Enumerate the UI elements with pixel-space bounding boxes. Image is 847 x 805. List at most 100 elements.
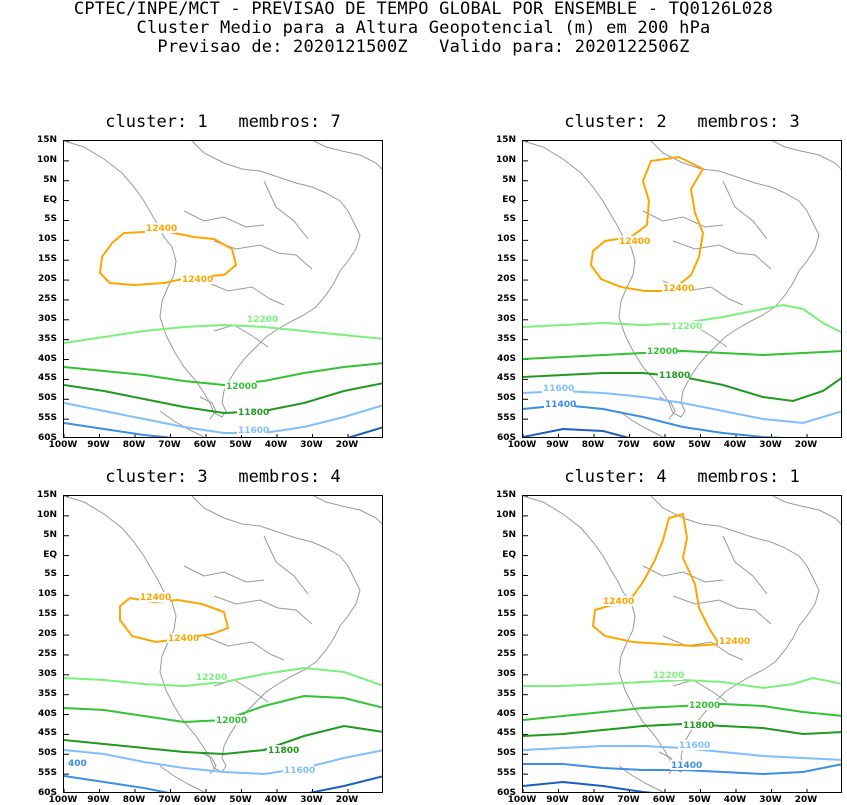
contour-label: 12200 [196,673,227,683]
contour-11600 [64,749,382,776]
y-tick-label: 45S [37,373,57,384]
y-tick-label: 20S [496,629,516,640]
y-tick-label: 55S [37,413,57,424]
panel-title: cluster: 3 membros: 4 [105,467,341,487]
contour-label-bg [542,383,573,393]
y-tick-label: 5S [44,214,57,225]
y-tick-label: 35S [496,333,516,344]
contour-11800 [64,382,382,415]
y-tick-label: 45S [37,728,57,739]
contour-label-bg [670,760,701,770]
x-tick-label: 30W [759,440,782,450]
map-panel-cluster-3: cluster: 3 membros: 4 15N 10N 5N EQ 5S 10S 15S 2… [37,467,383,805]
x-tick-label: 100W [48,440,78,450]
y-tick-label: 25S [496,293,516,304]
map-panel-cluster-2: cluster: 2 membros: 3 15N 10N 5N EQ 5S 10S 15S 2… [496,112,842,450]
y-tick-label: 5S [44,569,57,580]
coastline [772,496,841,525]
map-area: 12400 12400 12200 12000 11800 11600 11400 [522,495,842,793]
y-tick-label: 15S [37,254,57,265]
contour-label: 11800 [268,746,299,756]
y-tick-label: 55S [37,768,57,779]
coastline [159,410,205,437]
contour-label: 12400 [663,284,694,294]
y-tick-label: 35S [496,688,516,699]
y-tick-label: 40S [37,353,57,364]
y-tick-label: 10S [496,234,516,245]
coastline [672,240,772,270]
contour-label: 12400 [146,224,177,234]
y-tick-label: 35S [37,688,57,699]
coastline [263,180,309,240]
contour-label: 12400 [182,275,213,285]
y-tick-label: 45S [496,373,516,384]
y-tick-label: EQ [43,194,57,205]
contour-12400 [98,229,238,287]
coastline [618,765,664,792]
y-tick-label: 5N [502,174,516,185]
contour-11400 [64,775,170,792]
contour-12200 [64,323,382,344]
contour-label-bg [662,283,693,293]
map-panel-cluster-1: cluster: 1 membros: 7 15N 10N 5N EQ 5S 10S 15S 2… [37,112,383,450]
coastline [772,141,841,170]
contour-11400 [64,422,175,437]
contour-12200 [523,676,841,690]
y-tick-label: 25S [37,648,57,659]
contour-label: 12400 [140,593,171,603]
y-tick-label: 20S [496,274,516,285]
contour-label: 12200 [247,315,278,325]
y-tick-label: 30S [496,668,516,679]
figure-header: CPTEC/INPE/MCT - PREVISAO DE TEMPO GLOBA… [0,0,847,57]
y-tick-label: 40S [37,708,57,719]
coastline [313,496,382,525]
panel-title: cluster: 1 membros: 7 [105,112,341,132]
contour-label-bg [167,633,198,643]
x-tick-label: 90W [87,440,110,450]
coastline [203,280,285,306]
contour-label: 11800 [238,408,269,418]
header-dates: Previsao de: 2020121500Z Valido para: 20… [157,37,690,57]
contour-label-bg [225,381,256,391]
x-tick-label: 100W [48,795,78,805]
contour-label: 12400 [168,634,199,644]
y-tick-label: 50S [37,748,57,759]
contour-label-bg [682,720,713,730]
contour-label: 11600 [238,426,269,436]
contour-label: 11800 [683,721,714,731]
contour-label: 11600 [679,741,710,751]
y-tick-label: 60S [37,433,57,443]
header-title: CPTEC/INPE/MCT - PREVISAO DE TEMPO GLOBA… [73,0,774,19]
coastline [64,141,361,418]
contour-label-bg [246,314,277,324]
x-tick-label: 40W [264,795,288,805]
contour-label-bg [215,715,246,725]
coastline [213,595,313,625]
contour-12000 [523,349,841,360]
contour-label: 12200 [671,322,702,332]
y-tick-label: 10N [36,509,57,520]
contour-12400 [589,155,705,292]
y-tick-label: 40S [496,708,516,719]
y-tick-label: 40S [496,353,516,364]
contour-label-bg [181,274,212,284]
coastline [199,396,217,420]
x-tick-label: 60W [193,795,217,805]
x-tick-label: 40W [264,440,288,450]
coastline [313,141,382,170]
contour-label-bg [678,740,709,750]
x-tick-label: 100W [507,440,537,450]
coastline [618,410,664,437]
x-tick-label: 80W [581,440,605,450]
contour-label: 11400 [671,761,702,771]
contour-11800 [64,724,382,756]
y-tick-label: 45S [496,728,516,739]
x-tick-label: 20W [335,440,359,450]
coastline [183,565,265,583]
coastline [263,535,309,595]
y-tick-label: 30S [37,668,57,679]
panel-title: cluster: 2 membros: 3 [564,112,800,132]
contour-12000 [64,362,382,387]
contour-11200 [308,775,382,792]
y-tick-label: 5S [503,214,516,225]
